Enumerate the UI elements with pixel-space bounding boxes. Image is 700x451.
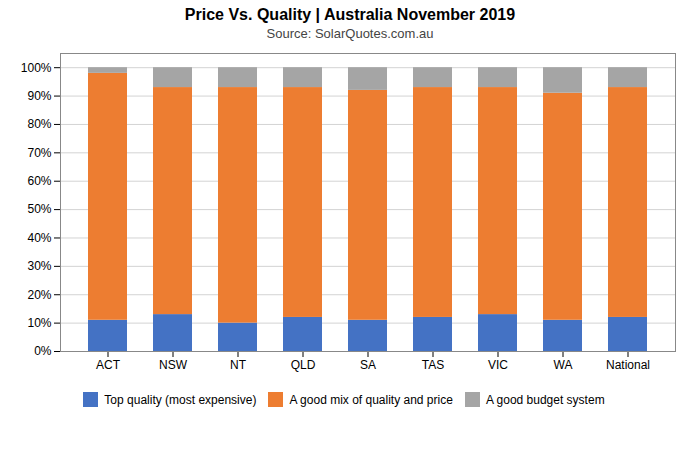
svg-text:10%: 10% xyxy=(27,316,51,330)
svg-text:70%: 70% xyxy=(27,146,51,160)
svg-text:ACT: ACT xyxy=(96,358,121,372)
html-text:A good mix of quality and pric: A good mix of quality and price xyxy=(289,392,453,407)
svg-text:40%: 40% xyxy=(27,231,51,245)
svg-text:80%: 80% xyxy=(27,117,51,131)
html-text:Source: SolarQuotes.com.au: Source: SolarQuotes.com.au xyxy=(266,26,434,41)
svg-text:VIC: VIC xyxy=(488,358,508,372)
svg-text:QLD: QLD xyxy=(291,358,316,372)
svg-text:SA: SA xyxy=(360,358,376,372)
svg-text:20%: 20% xyxy=(27,288,51,302)
svg-text:30%: 30% xyxy=(27,259,51,273)
svg-text:WA: WA xyxy=(554,358,573,372)
svg-text:100%: 100% xyxy=(21,61,52,75)
svg-text:TAS: TAS xyxy=(422,358,444,372)
svg-text:60%: 60% xyxy=(27,174,51,188)
svg-text:90%: 90% xyxy=(27,89,51,103)
html-text:Top quality (most expensive): Top quality (most expensive) xyxy=(104,392,257,407)
svg-text:NT: NT xyxy=(230,358,247,372)
svg-text:National: National xyxy=(606,358,650,372)
html-text:Price Vs. Quality | Australia: Price Vs. Quality | Australia November 2… xyxy=(184,6,516,23)
html-text:A good budget system: A good budget system xyxy=(485,392,605,407)
svg-text:0%: 0% xyxy=(34,344,52,358)
svg-text:NSW: NSW xyxy=(159,358,188,372)
svg-text:50%: 50% xyxy=(27,202,51,216)
